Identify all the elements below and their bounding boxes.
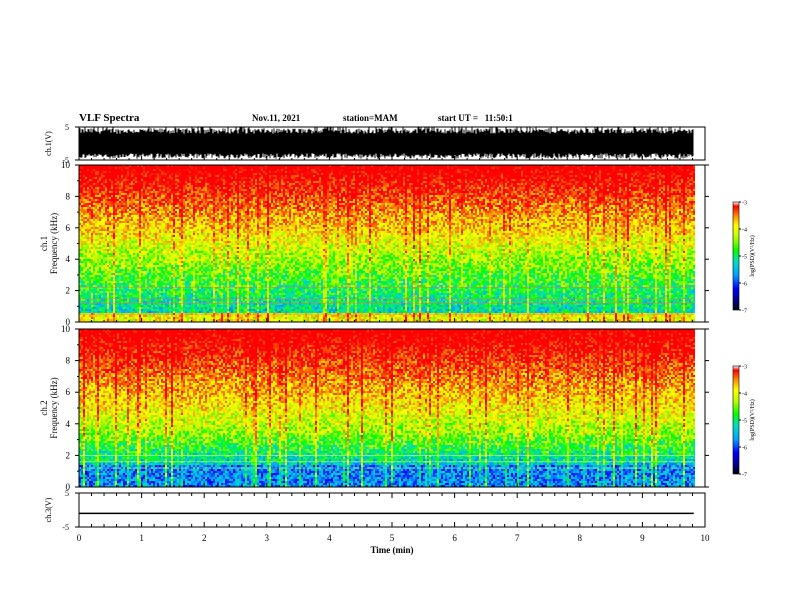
- colorbar: [733, 202, 739, 310]
- colorbar-tick-label: -3: [742, 201, 747, 207]
- colorbar-tick-label: -6: [742, 446, 747, 452]
- colorbar-tick-label: -4: [742, 228, 747, 234]
- xaxis-tick-label: 9: [640, 533, 645, 543]
- spectrogram-ytick-label: 8: [66, 356, 71, 366]
- colorbar-label: log(PSD)(V²/Hz): [749, 235, 756, 276]
- ch3-ylabel: ch.3(V): [44, 497, 53, 522]
- xaxis-tick-label: 8: [578, 533, 583, 543]
- xaxis-tick-label: 0: [77, 533, 82, 543]
- colorbar-tick-label: -7: [742, 473, 747, 479]
- xaxis-tick-label: 10: [701, 533, 711, 543]
- colorbar-tick-label: -3: [742, 365, 747, 371]
- ch1-waveform-panel: 5-5ch.1(V): [44, 123, 705, 165]
- xaxis-label: Time (min): [370, 545, 413, 555]
- xaxis-tick-label: 4: [327, 533, 332, 543]
- spectrogram-ytick-label: 10: [61, 160, 71, 170]
- colorbar: [733, 366, 739, 474]
- xaxis-tick-label: 5: [390, 533, 395, 543]
- spectrogram-ytick-label: 8: [66, 191, 71, 201]
- xaxis-tick-label: 1: [139, 533, 144, 543]
- spectrogram-ytick-label: 4: [66, 419, 71, 429]
- xaxis-tick-label: 7: [515, 533, 520, 543]
- colorbar-label: log(PSD)(V²/Hz): [749, 399, 756, 440]
- ch3-frame: [79, 493, 705, 527]
- xaxis-tick-label: 3: [265, 533, 270, 543]
- spectrogram-ylabel: Frequency (kHz): [49, 213, 59, 274]
- spectrogram-channel-label: ch.2: [39, 400, 49, 415]
- colorbar-tick-label: -6: [742, 282, 747, 288]
- spectrogram-ytick-label: 4: [66, 254, 71, 264]
- spectrogram-ytick-label: 10: [61, 324, 71, 334]
- spectrogram-ytick-label: 2: [66, 450, 71, 460]
- colorbar-tick-label: -5: [742, 419, 747, 425]
- colorbar-tick-label: -4: [742, 392, 747, 398]
- spectrogram-pixels: [79, 329, 695, 487]
- colorbar-tick-label: -7: [742, 309, 747, 315]
- ch1-ylabel: ch.1(V): [44, 131, 53, 156]
- spectrogram-ytick-label: 6: [66, 223, 71, 233]
- ch3-ytick-label: 5: [65, 489, 69, 498]
- xaxis-tick-label: 6: [452, 533, 457, 543]
- spectrogram-ylabel: Frequency (kHz): [49, 377, 59, 438]
- ch3-ytick-label: -5: [62, 523, 69, 532]
- spectrogram-ytick-label: 6: [66, 387, 71, 397]
- xaxis-tick-label: 2: [202, 533, 207, 543]
- colorbar-tick-label: -5: [742, 255, 747, 261]
- spectrogram-ytick-label: 2: [66, 286, 71, 296]
- ch1-waveform-trace: [79, 127, 693, 159]
- spectrogram-channel-label: ch.1: [39, 236, 49, 251]
- ch1-ytick-label: 5: [65, 123, 69, 132]
